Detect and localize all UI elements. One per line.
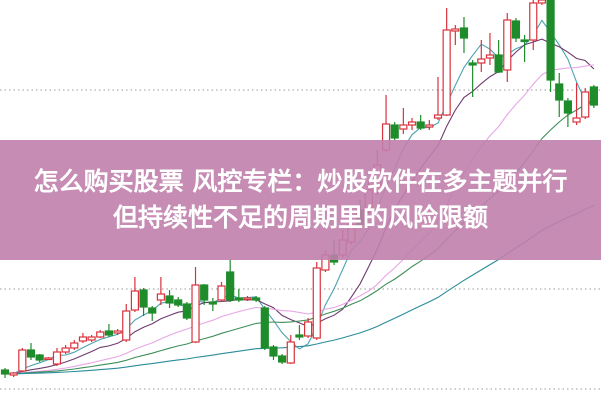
candle-up bbox=[44, 357, 53, 361]
candle-down bbox=[252, 297, 261, 301]
candle-down bbox=[139, 289, 148, 308]
candle-down bbox=[511, 20, 521, 39]
candle-up bbox=[572, 117, 581, 123]
candle-up bbox=[96, 331, 105, 338]
candle-up bbox=[503, 19, 512, 71]
candle-up bbox=[52, 351, 62, 365]
candle-up bbox=[87, 336, 96, 341]
candle-down bbox=[468, 62, 477, 66]
candle-up bbox=[217, 285, 226, 301]
candle-down bbox=[563, 100, 573, 114]
candle-down bbox=[295, 334, 304, 338]
candle-down bbox=[278, 355, 287, 363]
candle-up bbox=[113, 330, 122, 334]
candle-down bbox=[234, 297, 243, 301]
candle-up bbox=[581, 91, 590, 118]
candle-up bbox=[442, 29, 451, 116]
candle-down bbox=[269, 346, 278, 357]
candle-down bbox=[208, 301, 217, 305]
ma60-line bbox=[5, 204, 595, 375]
candle-down bbox=[104, 330, 114, 336]
candle-up bbox=[451, 28, 460, 32]
candle-up bbox=[243, 297, 252, 301]
candle-down bbox=[555, 83, 564, 101]
candle-up bbox=[477, 58, 486, 64]
candle-down bbox=[200, 284, 209, 301]
candle-up bbox=[537, 0, 547, 4]
candle-up bbox=[433, 114, 443, 119]
ma10-line bbox=[4, 38, 595, 375]
candle-down bbox=[148, 307, 157, 314]
candle-down bbox=[182, 303, 191, 319]
candle-down bbox=[26, 349, 36, 358]
candle-up bbox=[70, 342, 79, 349]
title-line-2: 但持续性不足的周期里的风险限额 bbox=[112, 203, 488, 232]
candle-up bbox=[425, 124, 434, 128]
title-line-1: 怎么购买股票 风控专栏：炒股软件在多主题并行 bbox=[33, 167, 568, 196]
candle-up bbox=[9, 372, 18, 376]
candle-up bbox=[18, 349, 27, 372]
candle-up bbox=[485, 54, 495, 59]
candle-up bbox=[156, 293, 165, 301]
candle-down bbox=[165, 295, 174, 304]
candle-down bbox=[260, 307, 269, 349]
candle-up bbox=[286, 341, 295, 364]
candle-up bbox=[529, 2, 538, 41]
title-banner: 怎么购买股票 风控专栏：炒股软件在多主题并行 但持续性不足的周期里的风险限额 bbox=[0, 140, 601, 260]
candle-down bbox=[35, 354, 44, 361]
candle-up bbox=[407, 121, 417, 126]
candle-up bbox=[191, 284, 200, 343]
candle-up bbox=[78, 336, 88, 342]
candle-down bbox=[390, 124, 399, 139]
candle-down bbox=[0, 369, 10, 375]
candle-down bbox=[589, 86, 598, 106]
candle-up bbox=[399, 124, 408, 130]
candle-down bbox=[546, 0, 555, 81]
candle-down bbox=[459, 27, 469, 39]
candle-down bbox=[226, 271, 235, 301]
candle-up bbox=[130, 290, 139, 311]
candle-up bbox=[61, 347, 70, 353]
candle-up bbox=[122, 310, 131, 341]
candle-down bbox=[520, 39, 529, 43]
candle-down bbox=[174, 299, 183, 306]
candle-up bbox=[312, 267, 321, 339]
ma20-line bbox=[4, 64, 594, 375]
candle-down bbox=[494, 54, 503, 73]
candle-up bbox=[304, 321, 313, 337]
candle-down bbox=[416, 121, 425, 129]
